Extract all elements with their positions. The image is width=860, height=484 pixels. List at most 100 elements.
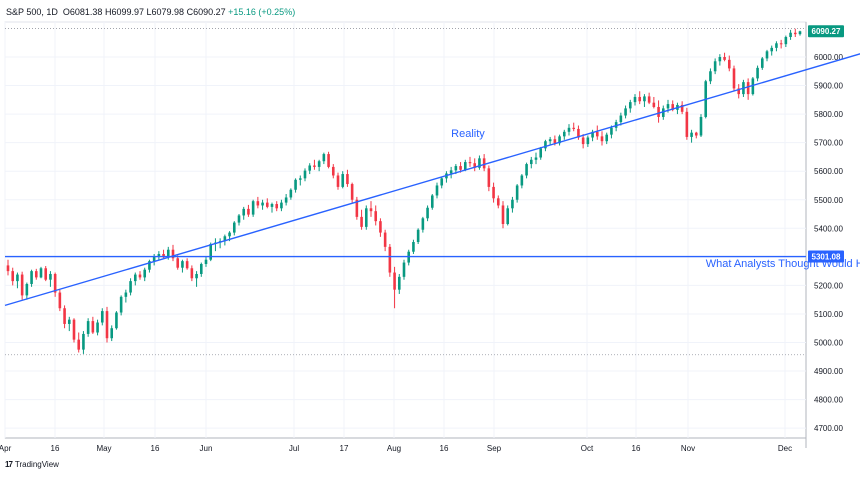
- candle-body: [176, 258, 180, 268]
- candle-body: [459, 166, 462, 170]
- candle-body: [49, 273, 52, 280]
- candle-body: [30, 271, 33, 284]
- candle-body: [275, 204, 279, 209]
- candle-body: [58, 292, 62, 309]
- candle-body: [732, 68, 736, 89]
- x-tick-label: 16: [632, 444, 641, 453]
- candle-body: [426, 207, 429, 219]
- candle-body: [72, 319, 76, 340]
- candle-body: [567, 127, 571, 132]
- candle-body: [247, 208, 250, 215]
- x-tick-label: Sep: [487, 444, 502, 453]
- candle-body: [171, 249, 175, 259]
- y-tick-label: 5600.00: [814, 167, 843, 176]
- candle-body: [529, 159, 533, 165]
- candle-body: [133, 274, 137, 282]
- candle-body: [138, 274, 142, 278]
- level-price-label: 5301.08: [812, 253, 841, 262]
- candle-body: [110, 328, 114, 339]
- candle-body: [105, 311, 109, 339]
- candle-body: [284, 197, 288, 203]
- candle-body: [308, 165, 312, 171]
- candle-body: [685, 111, 689, 137]
- candle-body: [119, 296, 123, 313]
- x-tick-label: 16: [151, 444, 160, 453]
- y-tick-label: 4700.00: [814, 424, 843, 433]
- candle-body: [544, 141, 547, 149]
- candle-body: [671, 104, 675, 110]
- candle-body: [341, 174, 345, 187]
- tradingview-branding[interactable]: 17 TradingView: [5, 460, 59, 469]
- x-tick-label: Jul: [289, 444, 299, 453]
- candle-body: [727, 59, 731, 69]
- y-tick-label: 5500.00: [814, 196, 843, 205]
- candle-body: [317, 161, 321, 167]
- candle-body: [737, 88, 741, 95]
- candle-body: [638, 96, 642, 102]
- candle-body: [690, 132, 693, 137]
- candle-body: [473, 163, 477, 168]
- candle-body: [195, 273, 198, 279]
- candle-body: [242, 208, 246, 216]
- candle-body: [581, 137, 585, 145]
- candle-body: [784, 37, 788, 45]
- x-tick-label: Aug: [387, 444, 401, 453]
- candle-body: [506, 208, 510, 225]
- candle-body: [595, 131, 599, 137]
- candle-body: [251, 201, 255, 215]
- candle-body: [152, 256, 156, 262]
- candle-body: [709, 71, 712, 82]
- reality-annotation: Reality: [451, 128, 485, 140]
- candle-body: [86, 321, 90, 334]
- candle-body: [718, 57, 722, 62]
- candle-body: [63, 308, 66, 324]
- candle-body: [25, 283, 29, 296]
- candle-body: [760, 58, 764, 68]
- candle-body: [525, 164, 528, 176]
- candle-body: [463, 162, 467, 170]
- candle-body: [289, 189, 293, 198]
- candle-body: [600, 136, 604, 142]
- reality-trend-line: [4, 53, 860, 307]
- candle-body: [478, 158, 481, 168]
- candle-body: [643, 96, 646, 102]
- candle-body: [374, 211, 378, 222]
- candle-body: [77, 339, 81, 350]
- y-tick-label: 5700.00: [814, 139, 843, 148]
- candle-body: [350, 184, 354, 200]
- candle-body: [520, 175, 524, 186]
- candle-body: [355, 199, 359, 217]
- candle-body: [694, 132, 698, 136]
- low-value: L6079.98: [146, 7, 185, 17]
- candle-body: [270, 204, 274, 207]
- candle-body: [402, 262, 406, 277]
- candle-body: [657, 106, 660, 117]
- candle-body: [53, 273, 57, 293]
- y-tick-label: 5100.00: [814, 310, 843, 319]
- candle-body: [430, 195, 434, 208]
- candle-body: [331, 166, 335, 176]
- candle-body: [143, 269, 147, 278]
- level-price-tag: [808, 250, 844, 263]
- x-tick-label: 17: [340, 444, 349, 453]
- candle-body: [586, 137, 590, 145]
- high-value: H6099.97: [104, 7, 144, 17]
- last-price-tag: [808, 25, 844, 38]
- change-value: +15.16 (+0.25%): [228, 7, 296, 17]
- candle-body: [775, 43, 778, 48]
- candle-body: [699, 116, 703, 136]
- y-tick-label: 5200.00: [814, 281, 843, 290]
- candle-body: [482, 158, 486, 169]
- candle-body: [313, 165, 316, 167]
- candle-body: [223, 236, 227, 242]
- last-price-label: 6090.27: [812, 27, 841, 36]
- x-tick-label: Apr: [0, 444, 12, 453]
- y-tick-label: 6000.00: [814, 53, 843, 62]
- candle-body: [39, 268, 43, 278]
- y-tick-label: 5400.00: [814, 224, 843, 233]
- candle-body: [298, 178, 302, 180]
- candle-body: [91, 321, 95, 333]
- candle-body: [232, 222, 236, 233]
- candle-body: [798, 31, 802, 35]
